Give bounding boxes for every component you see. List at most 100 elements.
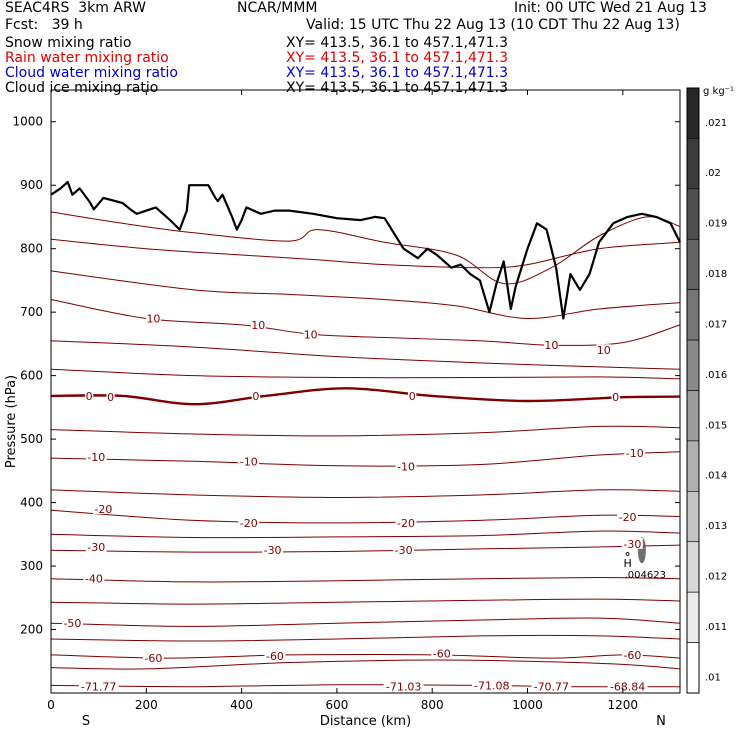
colorbar-segment-8 (686, 491, 700, 543)
isotherm-line-15 (50, 340, 681, 370)
isotherm-label-bg-0 (78, 680, 119, 692)
isotherm-label-bg-32 (596, 344, 612, 356)
isotherm-label-bg-15 (92, 502, 114, 514)
isotherm-label-bg-16 (238, 516, 260, 528)
field-label-snow: Snow mixing ratio (5, 35, 132, 51)
forecast-hour: Fcst: 39 h (5, 17, 83, 33)
isotherm-label-22: -10 (626, 447, 644, 460)
isotherm-label-1: -71.03 (386, 681, 421, 694)
isotherm-label-bg-9 (61, 617, 83, 629)
colorbar-label-8: .013 (705, 521, 727, 532)
isotherm-label-bg-1 (383, 680, 424, 692)
isotherm-label-10: -40 (85, 573, 103, 586)
isotherm-line-1 (50, 659, 681, 670)
isotherm-label-bg-2 (471, 679, 512, 691)
isotherm-label-bg-17 (395, 516, 417, 528)
isotherm-line-14 (50, 368, 681, 380)
isotherm-label-4: -68.84 (610, 681, 645, 694)
colorbar-label-11: .01 (705, 672, 721, 683)
isotherm-label-bg-14 (621, 537, 643, 549)
x-tick-label-1: 200 (135, 698, 158, 712)
isotherm-label-6: -60 (266, 650, 284, 663)
isotherm-label-23: 0 (86, 390, 93, 403)
isotherm-label-bg-31 (544, 339, 559, 351)
x-tick-label-3: 600 (325, 698, 348, 712)
colorbar-segment-0 (686, 87, 700, 139)
isotherm-line-13 (50, 387, 681, 406)
isotherm-label-16: -20 (240, 517, 258, 530)
y-tick-label-7: 900 (20, 178, 43, 192)
isotherm-label-25: 0 (252, 390, 259, 403)
isotherm-label-14: -30 (623, 538, 641, 551)
field-label-cloud-water: Cloud water mixing ratio (5, 65, 178, 81)
isotherm-label-26: 0 (409, 390, 416, 403)
x-tick-label-6: 1200 (608, 698, 639, 712)
isotherm-line-3 (50, 634, 681, 642)
isotherm-label-27: 0 (612, 391, 619, 404)
isotherm-label-5: -60 (144, 652, 162, 665)
isotherm-label-bg-11 (85, 541, 107, 553)
plot-frame (50, 89, 681, 694)
organization: NCAR/MMM (237, 0, 318, 16)
isotherm-label-bg-18 (617, 511, 639, 523)
isotherm-label-8: -60 (623, 649, 641, 662)
max-marker-dot (625, 552, 630, 556)
isotherm-label-bg-7 (431, 647, 453, 659)
isotherm-label-bg-13 (393, 544, 415, 556)
colorbar-segment-10 (686, 591, 700, 643)
axes: 0 200 400 600 800 1000 12002003004005006007008… (12, 90, 680, 712)
x-end-north: N (656, 714, 666, 729)
isotherm-line-8 (50, 530, 681, 539)
field-xy-cloud-ice: XY= 413.5, 36.1 to 457.1,471.3 (286, 80, 509, 96)
colorbar-label-0: .021 (705, 118, 727, 129)
colorbar-segment-5 (686, 339, 700, 391)
isotherm-labels: -71.77 -71.03 -71.08 -70.77 -68.84 -60 -60 -60 -… (61, 312, 648, 694)
y-tick-label-2: 400 (20, 496, 43, 510)
field-label-cloud-ice: Cloud ice mixing ratio (5, 80, 159, 96)
isotherm-label-7: -60 (433, 648, 451, 661)
isotherm-label-bg-26 (408, 389, 417, 401)
isotherm-label-bg-30 (303, 328, 319, 340)
y-tick-label-5: 700 (20, 305, 43, 319)
isotherm-label-bg-22 (624, 447, 646, 459)
isotherm-label-bg-29 (250, 318, 266, 330)
isotherm-lines (50, 211, 681, 688)
colorbar-label-2: .019 (705, 219, 727, 230)
isotherm-label-bg-3 (531, 680, 572, 692)
isotherm-label-31: 10 (544, 339, 558, 352)
isotherm-label-bg-27 (611, 391, 620, 403)
isotherm-label-bg-12 (262, 544, 284, 556)
model-title: SEAC4RS 3km ARW (5, 0, 146, 16)
isotherm-label-bg-20 (238, 455, 260, 467)
x-tick-label-2: 400 (230, 698, 253, 712)
max-value-label: .004623 (625, 570, 666, 581)
colorbar-segment-9 (686, 541, 700, 593)
isotherm-line-0 (50, 684, 681, 688)
colorbar-label-1: .02 (705, 168, 721, 179)
colorbar-unit: g kg⁻¹ (703, 86, 734, 97)
isotherm-line-10 (50, 489, 681, 499)
y-tick-label-8: 1000 (12, 115, 43, 129)
valid-time: Valid: 15 UTC Thu 22 Aug 13 (10 CDT Thu … (306, 17, 680, 33)
colorbar-label-10: .011 (705, 622, 727, 633)
isotherm-label-bg-10 (83, 572, 105, 584)
isotherm-label-bg-25 (251, 389, 261, 401)
y-tick-label-0: 200 (20, 623, 43, 637)
isotherm-label-bg-6 (264, 650, 286, 662)
isotherm-line-9 (50, 509, 681, 524)
isotherm-line-5 (50, 598, 681, 605)
isotherm-line-19 (50, 211, 681, 285)
isotherm-label-2: -71.08 (474, 679, 509, 692)
terrain-layer (50, 180, 681, 320)
isotherm-label-bg-28 (146, 312, 161, 324)
x-tick-label-4: 800 (421, 698, 444, 712)
isotherm-line-16 (50, 299, 681, 346)
isotherm-label-0: -71.77 (81, 681, 116, 694)
isotherm-label-9: -50 (63, 617, 81, 630)
isotherm-label-bg-19 (85, 450, 107, 462)
isotherm-label-29: 10 (251, 319, 265, 332)
isotherm-label-13: -30 (395, 544, 413, 557)
colorbar-label-6: .015 (705, 420, 727, 431)
isotherm-label-bg-24 (106, 391, 115, 403)
y-tick-label-1: 300 (20, 559, 43, 573)
